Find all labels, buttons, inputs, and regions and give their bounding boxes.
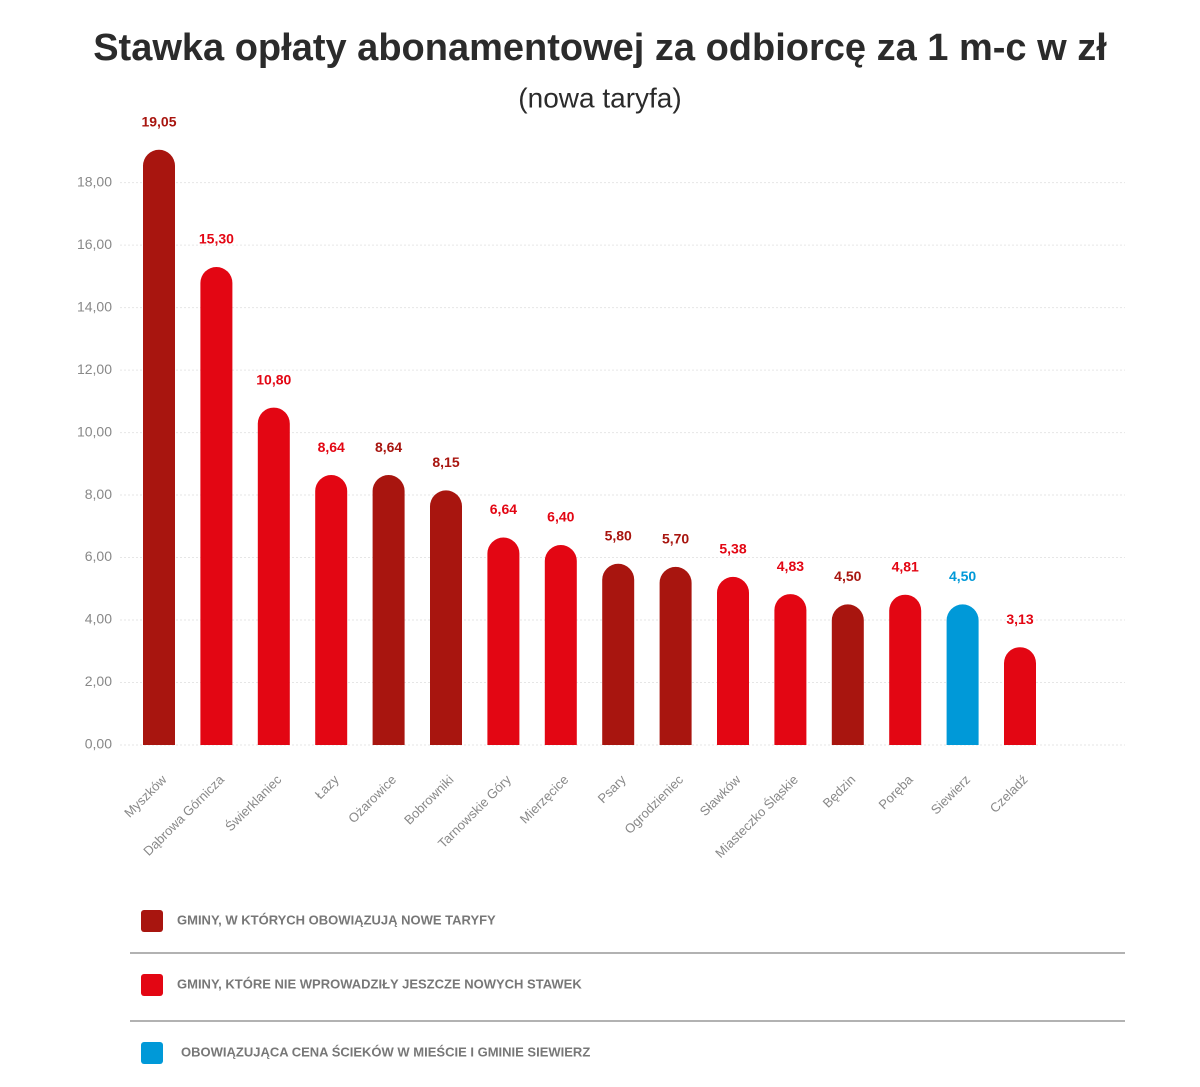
value-label: 15,30: [199, 231, 234, 247]
bar: [487, 537, 520, 745]
y-tick-label: 10,00: [77, 423, 112, 439]
bar: [143, 149, 175, 745]
x-tick-label: Bobrowniki: [401, 772, 457, 828]
x-tick-label: Świerklaniec: [222, 772, 285, 835]
x-tick-label: Mierzęcice: [517, 772, 572, 827]
bar: [430, 490, 462, 745]
value-label: 8,64: [318, 439, 345, 455]
y-tick-label: 8,00: [85, 486, 112, 502]
bar: [544, 545, 577, 745]
value-label: 4,81: [892, 558, 919, 574]
legend-label: GMINY, KTÓRE NIE WPROWADZIŁY JESZCZE NOW…: [177, 976, 582, 991]
bar: [659, 566, 692, 745]
bar: [200, 266, 233, 745]
bar: [257, 407, 290, 745]
bar: [372, 475, 405, 745]
x-tick-label: Siewierz: [928, 772, 973, 817]
value-label: 5,38: [719, 541, 746, 557]
x-tick-label: Sławków: [697, 772, 744, 819]
value-label: 6,40: [547, 509, 574, 525]
bar: [315, 475, 348, 745]
value-label: 19,05: [141, 114, 176, 130]
y-tick-label: 16,00: [77, 236, 112, 252]
legend-swatch: [141, 1042, 163, 1064]
y-tick-label: 18,00: [77, 173, 112, 189]
bar: [717, 576, 749, 745]
chart-title: Stawka opłaty abonamentowej za odbiorcę …: [93, 27, 1107, 69]
bar: [774, 594, 807, 745]
x-tick-label: Myszków: [121, 772, 170, 821]
legend-label: GMINY, W KTÓRYCH OBOWIĄZUJĄ NOWE TARYFY: [177, 912, 496, 927]
bar: [602, 563, 635, 745]
value-label: 4,50: [949, 568, 976, 584]
x-tick-label: Czeladź: [987, 772, 1031, 816]
value-label: 5,70: [662, 531, 689, 547]
y-tick-label: 12,00: [77, 361, 112, 377]
y-tick-label: 6,00: [85, 548, 112, 564]
bar: [831, 604, 864, 745]
value-label: 8,64: [375, 439, 402, 455]
value-label: 4,83: [777, 558, 804, 574]
value-label: 6,64: [490, 501, 517, 517]
value-label: 4,50: [834, 568, 861, 584]
x-tick-label: Ożarowice: [345, 772, 399, 826]
value-label: 3,13: [1006, 611, 1033, 627]
x-tick-label: Łazy: [312, 772, 342, 802]
x-tick-label: Będzin: [820, 772, 859, 811]
bar: [1004, 647, 1036, 745]
x-tick-label: Poręba: [876, 771, 917, 812]
value-label: 10,80: [256, 371, 291, 387]
chart-subtitle: (nowa taryfa): [518, 82, 681, 113]
legend-label: OBOWIĄZUJĄCA CENA ŚCIEKÓW W MIEŚCIE I GM…: [181, 1044, 590, 1059]
legend-swatch: [141, 974, 163, 996]
bar: [946, 604, 979, 745]
value-label: 8,15: [432, 454, 459, 470]
legend-swatch: [141, 910, 163, 932]
bar: [889, 594, 922, 745]
y-tick-label: 4,00: [85, 611, 112, 627]
value-label: 5,80: [605, 527, 632, 543]
x-tick-label: Ogrodzieniec: [621, 772, 686, 837]
y-tick-label: 0,00: [85, 736, 112, 752]
y-tick-label: 14,00: [77, 298, 112, 314]
y-tick-label: 2,00: [85, 673, 112, 689]
x-tick-label: Psary: [595, 772, 629, 806]
